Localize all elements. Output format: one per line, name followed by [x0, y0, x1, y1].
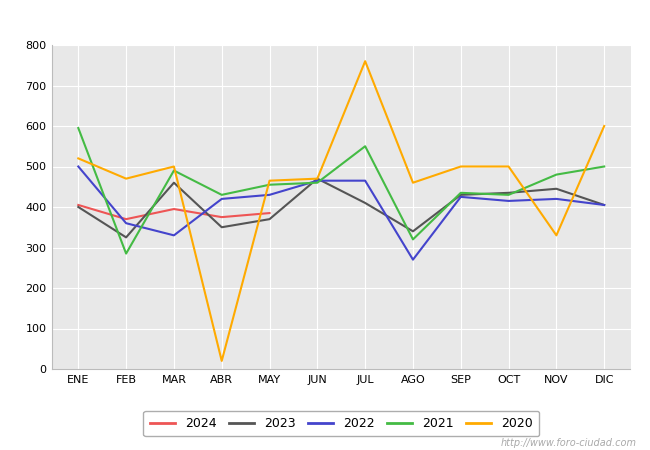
Legend: 2024, 2023, 2022, 2021, 2020: 2024, 2023, 2022, 2021, 2020 [144, 411, 539, 436]
Text: Matriculaciones de Vehiculos en Granada: Matriculaciones de Vehiculos en Granada [167, 8, 483, 23]
Text: http://www.foro-ciudad.com: http://www.foro-ciudad.com [501, 438, 637, 448]
